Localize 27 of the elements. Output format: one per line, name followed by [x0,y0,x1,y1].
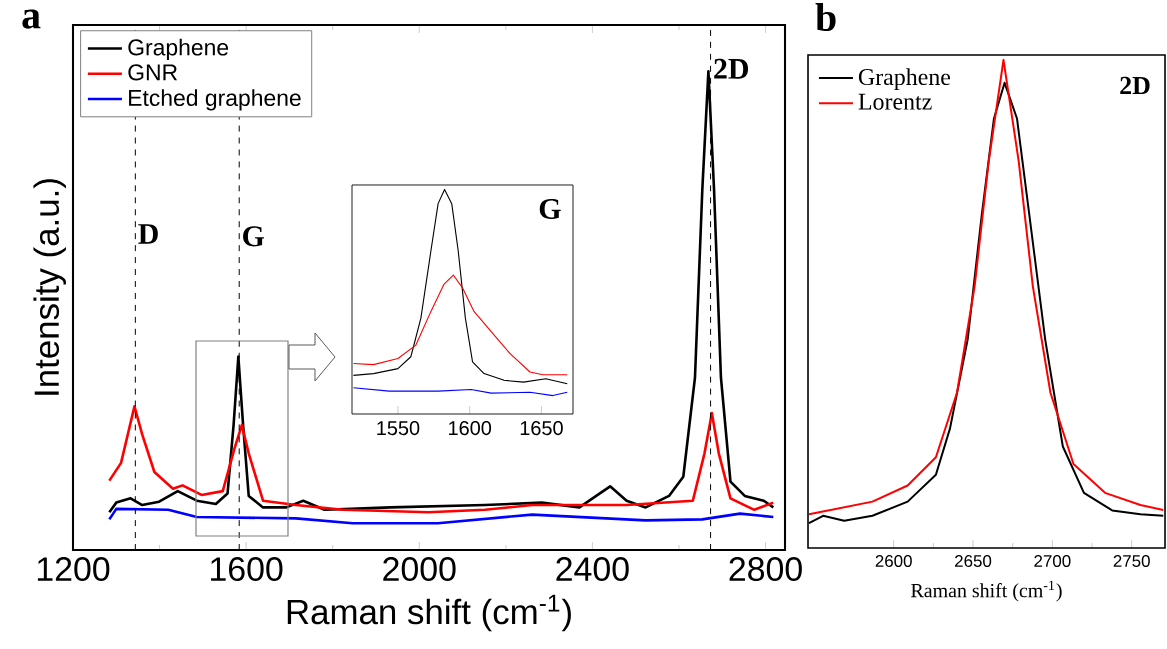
y-axis-title: Intensity (a.u.) [33,179,66,395]
legend-label: Graphene [128,38,229,61]
annotation: G [539,198,561,219]
x-tick-label: 2650 [955,555,992,568]
legend-label: Graphene [858,68,951,90]
annotation: 2D [714,58,749,79]
x-tick-label: 2000 [383,557,456,582]
x-axis-title: Raman shift (cm$^{-1}$) [911,580,1062,602]
x-axis-title: Raman shift (cm$^{-1}$) [287,594,571,632]
x-tick-label: 2600 [875,555,912,568]
x-tick-label: 1550 [377,421,420,436]
annotation: D [138,224,158,244]
annotation: G [243,226,265,247]
legend-label: Etched graphene [129,89,301,111]
x-tick-label: 1200 [37,557,110,582]
x-tick-label: 2750 [1113,555,1150,568]
x-tick-label: 2700 [1034,555,1071,568]
x-tick-label: 2400 [556,557,629,582]
x-tick-label: 1600 [211,557,283,582]
chart-title: a [22,9,41,29]
chart-title: b [815,3,836,32]
x-tick-label: 1650 [520,421,563,436]
annotation: 2D [1120,76,1150,95]
legend-label: Lorentz [858,93,932,110]
x-tick-label: 1600 [449,421,492,436]
legend-label: GNR [128,64,178,81]
x-tick-label: 2800 [729,557,802,582]
